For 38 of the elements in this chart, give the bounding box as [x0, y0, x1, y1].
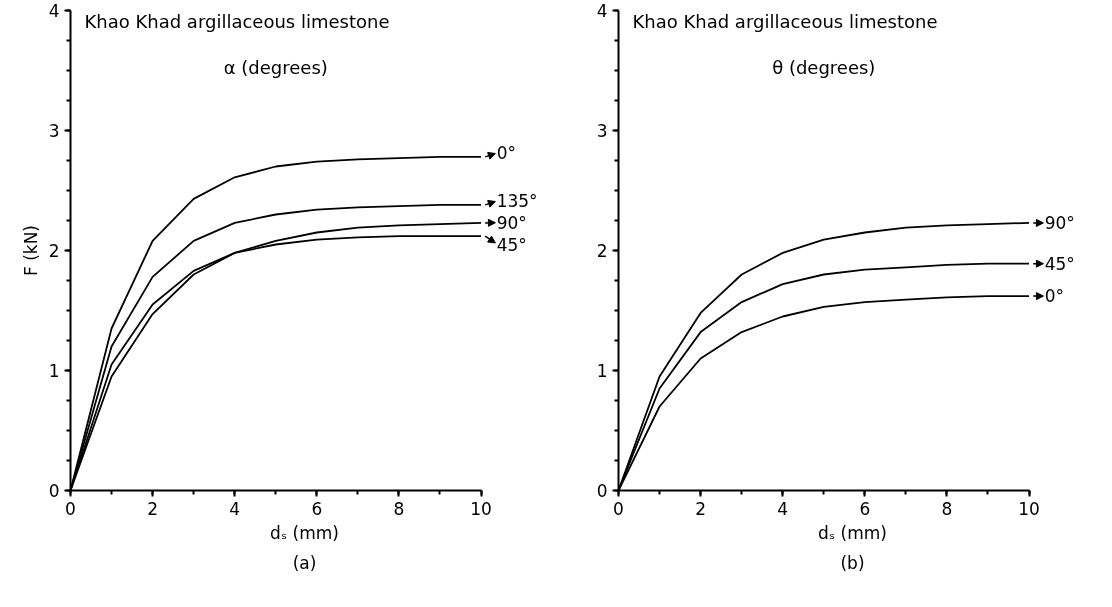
y-axis-title: F (kN) — [20, 224, 41, 276]
x-tick-label: 0 — [65, 498, 76, 519]
y-tick-label: 0 — [596, 481, 608, 501]
x-tick-label: 8 — [393, 498, 405, 519]
y-tick-label: 2 — [596, 241, 608, 261]
y-tick-label: 1 — [48, 361, 60, 381]
y-tick-label: 2 — [48, 241, 60, 261]
text: (b) — [840, 552, 865, 573]
x-tick-label: 6 — [859, 498, 871, 519]
legend-label: 135° — [496, 190, 538, 211]
y-tick-label: 1 — [596, 361, 608, 381]
y-tick-label: 4 — [48, 1, 60, 21]
x-tick-label: 4 — [777, 498, 789, 519]
legend-title: α (degrees) — [223, 56, 328, 78]
legend-title: θ (degrees) — [772, 56, 876, 78]
x-tick-label: 0 — [613, 498, 624, 519]
legend-label: 0° — [1044, 286, 1064, 307]
legend-label: 45° — [1044, 253, 1075, 274]
chart-title: Khao Khad argillaceous limestone — [84, 10, 390, 32]
legend-label: 90° — [496, 212, 527, 233]
x-tick-label: 2 — [147, 498, 159, 519]
y-tick-label: 4 — [596, 1, 608, 21]
x-tick-label: 6 — [311, 498, 323, 519]
legend-label: 45° — [496, 234, 527, 255]
y-tick-label: 0 — [48, 481, 60, 501]
chart-title: Khao Khad argillaceous limestone — [632, 10, 938, 32]
x-tick-label: 4 — [229, 498, 241, 519]
x-tick-label: 2 — [695, 498, 707, 519]
x-axis-title: dₛ (mm) — [270, 522, 339, 543]
text: (a) — [292, 552, 317, 573]
legend-label: 90° — [1044, 212, 1075, 233]
x-tick-label: 8 — [941, 498, 953, 519]
y-tick-label: 3 — [596, 121, 608, 141]
x-tick-label: 10 — [470, 498, 492, 519]
legend-label: 0° — [496, 142, 516, 163]
x-tick-label: 10 — [1018, 498, 1040, 519]
x-axis-title: dₛ (mm) — [818, 522, 887, 543]
y-tick-label: 3 — [48, 121, 60, 141]
